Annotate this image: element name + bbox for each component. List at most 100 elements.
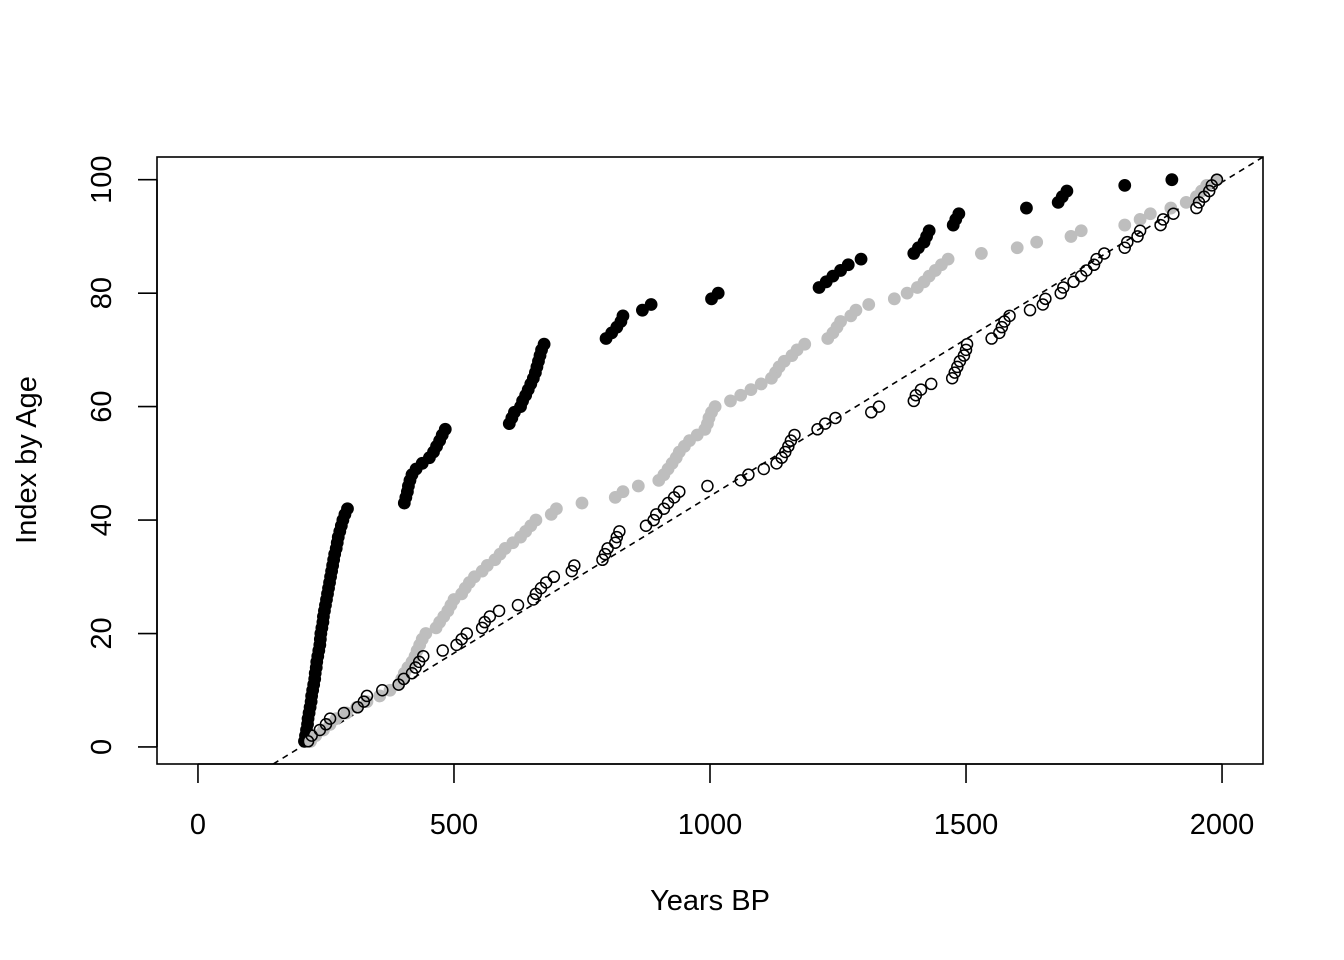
data-point <box>701 479 714 493</box>
data-point <box>1202 184 1216 198</box>
data-point <box>788 428 801 442</box>
data-point <box>549 502 563 516</box>
data-point <box>1133 224 1147 237</box>
data-point <box>1020 201 1033 215</box>
data-point <box>1118 178 1132 192</box>
data-point <box>527 593 540 606</box>
data-point <box>1087 258 1101 272</box>
y-tick-label: 0 <box>86 739 118 755</box>
data-point <box>1121 235 1134 249</box>
data-point <box>724 394 737 408</box>
data-point <box>340 706 353 720</box>
data-point <box>887 292 901 306</box>
data-point <box>537 337 551 351</box>
data-point <box>872 400 886 413</box>
data-point <box>849 303 863 317</box>
x-tick-label: 0 <box>190 809 206 841</box>
data-point <box>1118 218 1132 232</box>
data-point <box>1064 230 1078 243</box>
data-point <box>436 644 449 657</box>
data-point <box>475 621 489 635</box>
data-point <box>492 604 506 618</box>
series-2 <box>304 173 1224 748</box>
data-point <box>1131 230 1144 243</box>
data-point <box>1054 286 1067 300</box>
data-point <box>1210 173 1224 186</box>
data-point <box>305 729 318 742</box>
y-tick-label: 60 <box>86 390 118 422</box>
data-point <box>798 337 812 351</box>
data-point <box>596 553 609 567</box>
y-tick-label: 80 <box>86 277 118 309</box>
x-tick-label: 500 <box>430 809 478 841</box>
series-3 <box>301 173 1224 748</box>
data-point <box>575 496 589 510</box>
data-point <box>818 417 832 430</box>
data-point <box>376 684 389 697</box>
data-point <box>1057 281 1070 294</box>
data-point <box>547 570 561 584</box>
data-point <box>397 672 411 686</box>
data-point <box>907 394 921 408</box>
data-point <box>483 610 497 623</box>
data-point <box>1039 292 1052 306</box>
data-point <box>1067 275 1080 289</box>
data-point <box>829 411 842 425</box>
data-point <box>598 547 612 561</box>
data-point <box>337 706 351 720</box>
data-point <box>957 349 971 362</box>
data-point <box>900 286 914 300</box>
data-point <box>673 485 686 498</box>
data-point <box>1154 218 1167 232</box>
data-point <box>568 559 581 572</box>
data-point <box>1190 201 1203 215</box>
data-point <box>742 468 755 481</box>
data-point <box>945 371 959 385</box>
data-point <box>834 315 847 328</box>
data-point <box>1098 247 1111 260</box>
y-tick-label: 20 <box>86 617 118 649</box>
data-point <box>417 649 430 663</box>
y-axis: 0 20 40 60 80 100 <box>86 155 158 755</box>
data-point <box>511 598 525 612</box>
data-point <box>1060 184 1074 198</box>
data-point <box>782 440 795 453</box>
data-point <box>754 377 768 391</box>
series-1 <box>298 173 1179 748</box>
data-point <box>438 422 452 436</box>
data-point <box>959 343 973 357</box>
x-axis-title: Years BP <box>650 885 770 917</box>
data-point <box>1023 303 1037 317</box>
y-tick-label: 100 <box>86 155 118 203</box>
data-point <box>644 298 658 311</box>
data-point <box>865 406 878 419</box>
data-point <box>1010 241 1024 255</box>
data-point <box>360 689 374 703</box>
data-point <box>914 383 928 396</box>
data-point <box>1074 224 1088 238</box>
data-point <box>711 286 725 300</box>
plot-frame <box>156 156 1264 765</box>
data-point <box>744 383 758 396</box>
data-point <box>1167 207 1180 220</box>
data-point <box>323 712 337 725</box>
data-point <box>639 519 653 532</box>
data-point <box>708 400 722 414</box>
data-point <box>613 525 626 538</box>
data-point <box>460 627 474 640</box>
data-point <box>951 360 964 374</box>
data-point <box>1003 309 1016 323</box>
data-point <box>952 207 966 221</box>
y-axis-title: Index by Age <box>11 376 43 544</box>
data-point <box>993 326 1006 340</box>
data-point <box>924 377 938 391</box>
data-point <box>1118 241 1131 255</box>
data-point <box>1179 195 1193 209</box>
data-point <box>341 502 354 516</box>
points-layer <box>298 173 1224 748</box>
y-tick-label: 40 <box>86 504 118 536</box>
data-point <box>841 258 855 272</box>
data-point <box>565 564 578 578</box>
data-point <box>609 536 622 550</box>
data-point <box>734 388 748 402</box>
